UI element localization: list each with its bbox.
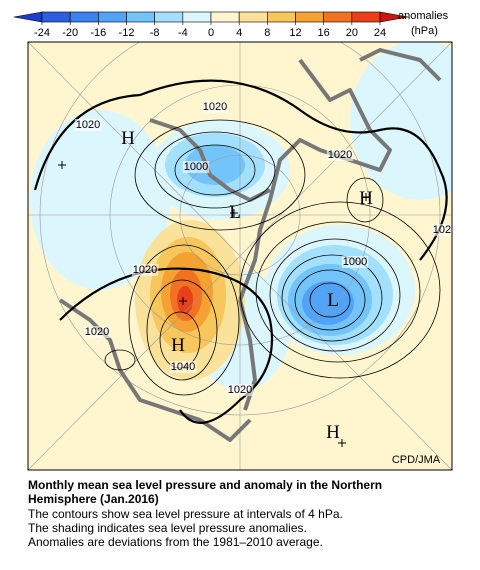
colorbar-tick-label: -24 [34,27,50,39]
isobar-label: 1020 [133,264,157,276]
map-frame [27,41,453,471]
isobar-label: 1000 [343,256,367,268]
label-bg [182,161,210,173]
colorbar-segment [98,11,127,23]
colorbar-segment [41,11,71,23]
centre-marks [58,161,370,447]
colorbar-segment [267,11,296,23]
colorbar-segment [238,11,268,23]
shade [30,110,170,290]
pressure-centre: L [229,202,241,223]
pressure-centre: H [326,422,340,443]
colorbar-tick-label: 20 [346,27,358,39]
colorbar-unit: (hPa) [411,25,438,37]
colorbar-segment [323,11,353,23]
colorbar-tick-label: 12 [289,27,301,39]
label-bg [431,224,452,236]
label-bg [341,256,369,268]
credit: CPD/JMA [392,454,441,466]
colorbar-tick-label: 24 [374,27,386,39]
colorbar-segment [69,11,99,23]
label-bg [169,361,197,373]
colorbar-tick-label: 4 [236,27,242,39]
label-bg [201,101,229,113]
label-bg [326,149,354,161]
caption-title: Monthly mean sea level pressure and anom… [28,478,382,506]
colorbar-segment [351,11,381,23]
caption-line: The contours show sea level pressure at … [28,507,343,521]
map: 1020 H 1020 1000 L 1020 H 1020 1020 1000 L 1020 H 104… [28,42,457,470]
colorbar-tick-label: 0 [208,27,214,39]
map-labels: 1020 H 1020 1000 L 1020 H 1020 1020 1000 L 1020 H 104… [74,101,457,443]
colorbar-label: anomalies [398,10,449,22]
graticule [28,42,452,470]
pressure-centre: H [171,335,185,356]
caption-body: The contours show sea level pressure at … [28,507,343,549]
isobar-label: 1020 [328,149,352,161]
isobar-label: 1020 [76,119,100,131]
isobar-label: 1000 [184,161,208,173]
pressure-centre: H [359,188,373,209]
label-bg [83,326,111,338]
colorbar-tick-label: 8 [264,27,270,39]
colorbar-segment [182,11,212,23]
isobar-label: 1020 [228,384,252,396]
colorbar-segment [154,11,184,23]
caption-line: Anomalies are deviations from the 1981–2… [28,535,323,549]
colorbar-segment [126,11,155,23]
colorbar-tick-label: 16 [318,27,330,39]
isobar-label: 1020 [85,326,109,338]
caption-line: The shading indicates sea level pressure… [28,521,307,535]
colorbar-tick-label: -16 [90,27,106,39]
label-bg [131,264,159,276]
colorbar-end [13,11,43,23]
colorbar-tick-label: -4 [178,27,188,39]
isobar-label: 1040 [171,361,195,373]
colorbar-tick-label: -12 [119,27,135,39]
isobar-label: 1020 [433,224,457,236]
caption-title-line: Hemisphere (Jan.2016) [28,492,159,506]
shade [177,286,193,314]
figure: -24 -20 -16 -12 -8 -4 0 4 8 12 16 20 24 anomalies (h… [13,10,457,471]
label-bg [74,119,102,131]
contours [104,119,441,396]
colorbar: -24 -20 -16 -12 -8 -4 0 4 8 12 16 20 24 [13,11,409,39]
isobar-label: 1020 [203,101,227,113]
shade [350,42,452,200]
pressure-centre: H [121,128,135,149]
colorbar-segment [295,11,324,23]
pressure-centre: L [327,290,339,311]
colorbar-end [379,11,409,23]
caption-title-line: Monthly mean sea level pressure and anom… [28,478,383,492]
colorbar-tick-label: -8 [150,27,160,39]
colorbar-tick-label: -20 [62,27,78,39]
colorbar-segment [210,11,240,23]
label-bg [226,384,254,396]
